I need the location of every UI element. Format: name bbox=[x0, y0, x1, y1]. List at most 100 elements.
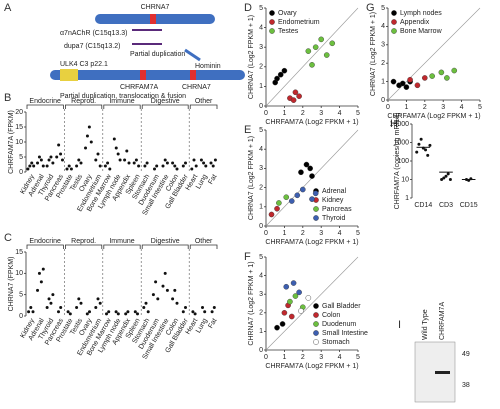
point bbox=[274, 205, 280, 212]
group-bracket bbox=[26, 104, 64, 109]
point bbox=[318, 36, 325, 43]
point bbox=[290, 280, 297, 286]
point bbox=[29, 305, 33, 309]
lane-label: Wild Type bbox=[422, 309, 429, 340]
y-tick-label: 5 bbox=[19, 292, 23, 299]
band bbox=[435, 371, 450, 374]
y-tick-label: 1000 bbox=[393, 139, 409, 146]
point bbox=[28, 164, 32, 168]
point bbox=[116, 312, 120, 316]
point bbox=[51, 293, 55, 297]
locus-label: dupa7 (C15q13.2) bbox=[64, 43, 120, 50]
point bbox=[85, 134, 89, 138]
point bbox=[204, 164, 208, 168]
point bbox=[296, 93, 302, 99]
point bbox=[57, 310, 60, 314]
y-tick-label: 10 bbox=[15, 139, 23, 146]
point bbox=[57, 143, 61, 147]
y-axis-title: CHRNA7 (Log2 FPKM + 1) bbox=[248, 136, 255, 220]
x-tick-label: 5 bbox=[478, 104, 482, 111]
point bbox=[417, 142, 421, 146]
point bbox=[89, 140, 93, 144]
point bbox=[201, 305, 204, 309]
x-tick-label: 1 bbox=[282, 110, 286, 117]
panel-label: C bbox=[4, 232, 12, 244]
group-label: Other bbox=[195, 98, 213, 105]
point bbox=[103, 164, 107, 168]
group-bracket bbox=[65, 104, 103, 109]
point bbox=[440, 178, 444, 181]
y-tick-label: 0 bbox=[19, 169, 23, 176]
locus-label: ULK4 C3 p22.1 bbox=[60, 61, 108, 68]
y-tick-label: 2 bbox=[381, 60, 385, 67]
point bbox=[190, 167, 194, 171]
point bbox=[213, 158, 217, 162]
point bbox=[26, 167, 30, 171]
point bbox=[429, 73, 435, 79]
point bbox=[105, 312, 108, 316]
point bbox=[305, 295, 312, 301]
point bbox=[37, 155, 41, 159]
y-axis-title: CHRFAM7A (copies/ug mRNA) bbox=[394, 113, 401, 210]
legend-marker bbox=[313, 312, 319, 318]
legend-marker bbox=[391, 19, 397, 25]
group-bracket bbox=[141, 244, 189, 249]
point bbox=[88, 310, 91, 314]
point bbox=[36, 161, 40, 165]
point bbox=[55, 155, 59, 159]
diagonal bbox=[265, 256, 359, 351]
point bbox=[181, 310, 185, 314]
y-tick-label: 1 bbox=[381, 78, 385, 85]
duplication bbox=[132, 29, 162, 45]
locus-label: α7nAChR (C15q13.3) bbox=[60, 30, 127, 37]
point bbox=[184, 161, 187, 165]
point bbox=[47, 158, 51, 162]
point bbox=[184, 305, 187, 309]
point bbox=[60, 158, 64, 162]
y-tick-label: 2 bbox=[259, 64, 263, 71]
point bbox=[39, 280, 43, 284]
legend-marker bbox=[313, 303, 319, 309]
point bbox=[30, 161, 34, 165]
point bbox=[309, 173, 315, 179]
point bbox=[171, 161, 175, 165]
group-bracket bbox=[65, 244, 103, 249]
point bbox=[45, 164, 49, 168]
point bbox=[438, 69, 445, 76]
y-tick-label: 3 bbox=[381, 42, 385, 49]
group-bracket bbox=[103, 244, 141, 249]
point bbox=[307, 165, 313, 172]
point bbox=[161, 164, 165, 168]
point bbox=[424, 148, 428, 152]
panel-label: H bbox=[390, 118, 398, 130]
point bbox=[165, 161, 169, 165]
point bbox=[175, 167, 179, 171]
point bbox=[209, 161, 213, 165]
group-label: Reprod. bbox=[71, 98, 96, 105]
point bbox=[414, 82, 421, 89]
point bbox=[323, 52, 330, 58]
point bbox=[298, 169, 304, 176]
point bbox=[181, 164, 185, 168]
x-tick-label: Fat bbox=[207, 317, 218, 329]
legend-label: Pancreas bbox=[322, 206, 352, 213]
point bbox=[279, 321, 286, 327]
legend-marker bbox=[269, 10, 275, 16]
point bbox=[137, 164, 141, 168]
point bbox=[421, 75, 428, 81]
point bbox=[77, 297, 81, 301]
point bbox=[51, 161, 55, 165]
point bbox=[153, 167, 156, 171]
point bbox=[415, 150, 419, 154]
point bbox=[69, 167, 73, 171]
y-tick-label: 5 bbox=[19, 154, 23, 161]
x-tick-label: 1 bbox=[282, 230, 286, 237]
marker-label: 49 bbox=[462, 351, 470, 358]
point bbox=[299, 186, 306, 193]
step-label: Partial duplication, translocation & fus… bbox=[60, 93, 186, 100]
gene-label: CHRNA7 bbox=[141, 4, 170, 11]
x-tick-label: 0 bbox=[264, 230, 268, 237]
point bbox=[276, 200, 282, 206]
step-label: Partial duplication bbox=[130, 51, 185, 58]
